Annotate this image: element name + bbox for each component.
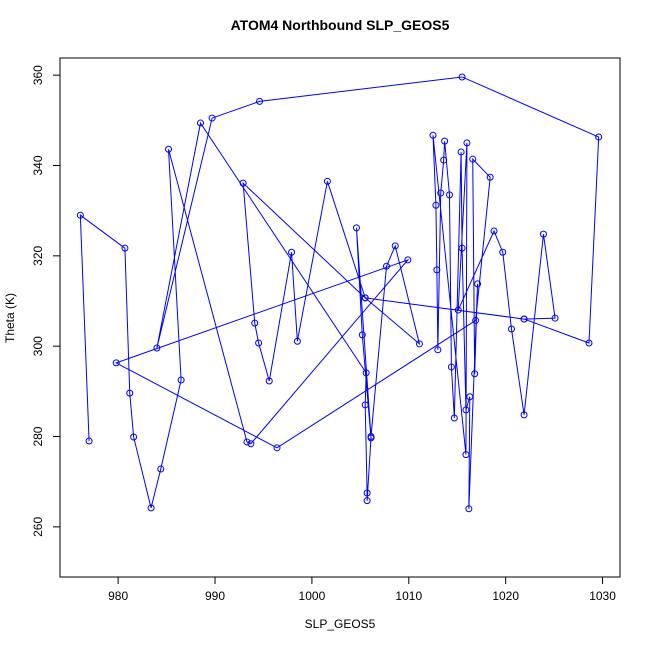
- x-tick-label: 980: [108, 589, 128, 603]
- data-point: [361, 401, 369, 409]
- data-point: [239, 179, 247, 187]
- data-point: [251, 319, 259, 327]
- data-point: [463, 139, 471, 147]
- x-tick-label: 1020: [492, 589, 519, 603]
- data-point: [147, 504, 155, 512]
- data-point: [539, 230, 547, 238]
- data-point: [432, 201, 440, 209]
- x-tick-label: 1000: [299, 589, 326, 603]
- data-point: [499, 248, 507, 256]
- data-point: [445, 191, 453, 199]
- data-point: [474, 280, 482, 288]
- data-point: [458, 73, 466, 81]
- data-point: [595, 133, 603, 141]
- data-point: [450, 414, 458, 422]
- data-point: [126, 389, 134, 397]
- data-point: [256, 97, 264, 105]
- data-point: [433, 266, 441, 274]
- data-point: [404, 256, 412, 264]
- data-point: [486, 173, 494, 181]
- data-point: [363, 489, 371, 497]
- data-point: [76, 211, 84, 219]
- y-tick-label: 340: [31, 155, 45, 175]
- data-point: [293, 337, 301, 345]
- x-tick-label: 990: [205, 589, 225, 603]
- data-point: [447, 363, 455, 371]
- data-point: [520, 315, 528, 323]
- x-axis-label: SLP_GEOS5: [305, 617, 376, 631]
- y-tick-label: 320: [31, 246, 45, 266]
- data-point: [465, 505, 473, 513]
- data-point: [363, 497, 371, 505]
- data-point: [288, 248, 296, 256]
- data-point: [415, 340, 423, 348]
- data-point: [247, 440, 255, 448]
- data-point: [265, 377, 273, 385]
- data-point: [490, 227, 498, 235]
- x-tick-label: 1030: [589, 589, 616, 603]
- data-point: [429, 131, 437, 139]
- data-line: [79, 76, 600, 509]
- plot-box: [59, 57, 621, 578]
- data-point: [457, 148, 465, 156]
- data-point: [255, 339, 263, 347]
- data-point: [358, 331, 366, 339]
- data-point: [441, 137, 449, 145]
- x-tick-label: 1010: [395, 589, 422, 603]
- data-point: [361, 294, 369, 302]
- y-axis-label: Theta (K): [3, 293, 17, 343]
- data-point: [458, 244, 466, 252]
- data-point: [383, 262, 391, 270]
- data-point: [585, 339, 593, 347]
- data-point: [440, 156, 448, 164]
- data-point: [507, 325, 515, 333]
- data-point: [520, 411, 528, 419]
- data-point: [177, 376, 185, 384]
- data-point: [153, 344, 161, 352]
- data-point: [130, 433, 138, 441]
- data-point: [454, 306, 462, 314]
- data-point: [323, 177, 331, 185]
- data-point: [165, 145, 173, 153]
- y-tick-label: 260: [31, 517, 45, 537]
- y-tick-label: 300: [31, 336, 45, 356]
- data-point: [462, 406, 470, 414]
- data-point: [434, 346, 442, 354]
- data-point: [472, 316, 480, 324]
- data-point: [462, 451, 470, 459]
- data-point: [85, 437, 93, 445]
- data-point: [157, 465, 165, 473]
- data-point: [273, 444, 281, 452]
- data-point: [367, 433, 375, 441]
- data-point: [391, 242, 399, 250]
- data-point: [469, 155, 477, 163]
- data-point: [471, 370, 479, 378]
- data-point: [243, 438, 251, 446]
- data-point: [352, 224, 360, 232]
- data-point: [121, 244, 129, 252]
- y-tick-label: 280: [31, 426, 45, 446]
- y-tick-label: 360: [31, 65, 45, 85]
- data-point: [362, 369, 370, 377]
- chart-title: ATOM4 Northbound SLP_GEOS5: [231, 17, 450, 33]
- data-point: [112, 359, 120, 367]
- data-point: [208, 114, 216, 122]
- data-point: [196, 119, 204, 127]
- data-point: [437, 189, 445, 197]
- data-point: [466, 393, 474, 401]
- data-point: [551, 314, 559, 322]
